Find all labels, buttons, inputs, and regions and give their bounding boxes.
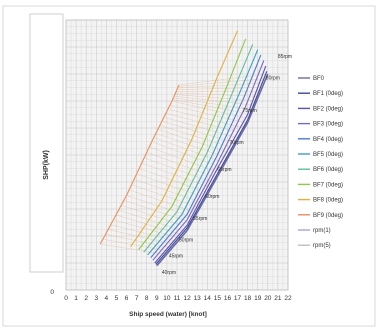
grid: [65, 19, 289, 291]
x-tick-label: 4: [105, 295, 109, 302]
x-tick-label: 6: [125, 295, 129, 302]
x-tick-label: 2: [84, 295, 88, 302]
legend-label: BF3 (0deg): [313, 122, 343, 128]
x-tick-labels: 0 1 2 3 4 5 6 7 8 9 10 11 12 13 14 15 16 17 18 19 20 21 22: [64, 295, 292, 302]
fan-line: [159, 125, 234, 149]
fan-line: [172, 99, 252, 115]
x-tick-label: 5: [115, 295, 119, 302]
x-tick-label: 15: [214, 295, 222, 302]
series-line-bf2-0deg-: [154, 65, 267, 264]
series-line-bf0: [156, 73, 269, 267]
fan-line: [169, 104, 248, 124]
fan-line: [126, 195, 195, 218]
y-label-panel: [29, 13, 64, 273]
fan-line: [129, 189, 198, 213]
legend-label: rpm(5): [313, 243, 331, 249]
fan-line: [131, 184, 200, 208]
rpm-label: 70rpm: [229, 140, 243, 146]
x-tick-label: 7: [135, 295, 139, 302]
rpm-label: 55rpm: [193, 216, 207, 222]
x-axis-label: Ship speed (water) [knot]: [129, 311, 207, 318]
x-tick-label: 20: [264, 295, 272, 302]
rpm-labels: 40rpm 45rpm 50rpm 55rpm 60rpm 65rpm 70rpm 75rpm…: [162, 54, 292, 276]
fan-line: [157, 129, 231, 154]
y-axis-label: SHP(kW): [43, 150, 50, 180]
x-tick-label: 11: [174, 295, 181, 302]
series-line-bf8-0deg-: [130, 30, 239, 248]
x-tick-label: 14: [204, 295, 212, 302]
legend-label: BF9 (0deg): [313, 213, 343, 219]
x-tick-label: 13: [194, 295, 202, 302]
series-line-bf1-0deg-: [155, 71, 268, 265]
x-tick-label: 8: [145, 295, 149, 302]
series-line-bf5-0deg-: [147, 49, 259, 256]
x-tick-label: 9: [155, 295, 159, 302]
x-tick-label: 1: [74, 295, 78, 302]
fan-line: [153, 137, 226, 164]
x-tick-label: 19: [254, 295, 262, 302]
x-tick-label: 16: [224, 295, 232, 302]
x-tick-label: 18: [244, 295, 252, 302]
fan-line: [141, 162, 212, 188]
series-line-bf4-0deg-: [150, 54, 262, 258]
fan-line: [149, 146, 220, 174]
fan-line: [151, 141, 223, 169]
fan-line: [171, 100, 250, 119]
fan-line: [155, 133, 228, 159]
fan-line: [139, 168, 209, 193]
fan-line: [121, 205, 189, 228]
rpm-label: 45rpm: [169, 254, 183, 260]
rpm-label: 80rpm: [266, 75, 280, 81]
series-line-bf9-0deg-: [99, 84, 180, 245]
rpm-label: 85rpm: [278, 54, 292, 60]
y-tick-zero: 0: [50, 289, 54, 296]
rpm-label: 60rpm: [205, 194, 219, 200]
legend-label: BF1 (0deg): [313, 91, 343, 97]
x-tick-label: 12: [183, 295, 191, 302]
legend-label: BF7 (0deg): [313, 182, 343, 188]
legend: BF0 BF1 (0deg) BF2 (0deg) BF3 (0deg) BF4 (0d…: [298, 76, 343, 249]
rpm-label: 75rpm: [243, 108, 257, 114]
x-tick-label: 22: [284, 295, 292, 302]
series-lines: [99, 30, 269, 267]
x-tick-label: 21: [274, 295, 282, 302]
fan-line: [136, 173, 206, 198]
fan-line: [144, 157, 214, 184]
rpm-label: 50rpm: [179, 237, 193, 243]
legend-label: BF4 (0deg): [313, 137, 343, 143]
fan-line: [134, 179, 203, 203]
x-tick-label: 10: [163, 295, 171, 302]
series-line-bf3-0deg-: [152, 60, 265, 261]
legend-label: BF0: [313, 76, 325, 82]
series-line-bf6-0deg-: [143, 44, 254, 253]
rpm-label: 40rpm: [162, 270, 176, 276]
series-line-bf7-0deg-: [138, 38, 247, 250]
fan-line: [123, 200, 192, 223]
legend-label: BF6 (0deg): [313, 167, 343, 173]
legend-label: rpm(1): [313, 228, 331, 234]
fan-line: [161, 121, 237, 144]
x-tick-label: 3: [94, 295, 98, 302]
fan-line: [146, 152, 217, 179]
legend-label: BF5 (0deg): [313, 152, 343, 158]
x-tick-label: 17: [234, 295, 242, 302]
rpm-label: 65rpm: [217, 167, 231, 173]
legend-label: BF2 (0deg): [313, 106, 343, 112]
legend-label: BF8 (0deg): [313, 198, 343, 204]
x-tick-label: 0: [64, 295, 68, 302]
